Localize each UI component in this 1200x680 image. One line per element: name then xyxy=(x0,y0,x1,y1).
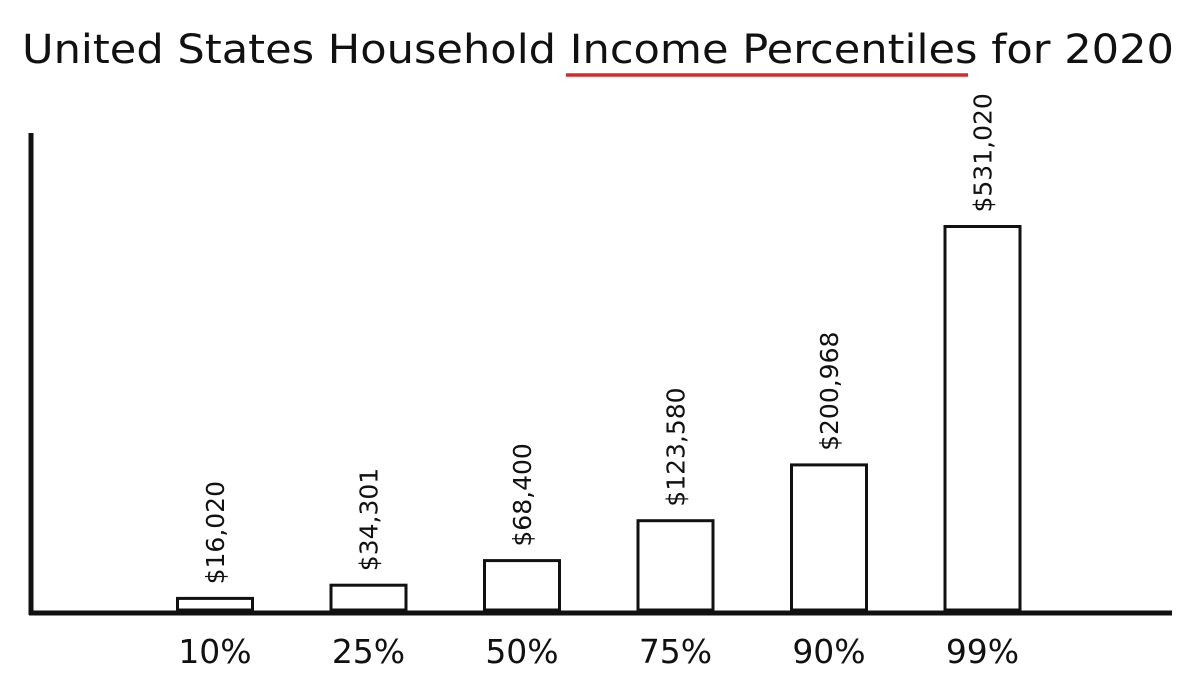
bar-50pct xyxy=(483,559,561,612)
x-tick-label-75pct: 75% xyxy=(639,632,712,671)
bars xyxy=(176,225,1022,612)
x-tick-label-25pct: 25% xyxy=(332,632,405,671)
data-label-50pct: $68,400 xyxy=(508,443,537,546)
axes xyxy=(28,133,1172,616)
data-label-10pct: $16,020 xyxy=(201,481,230,584)
title-part-before: United States Household xyxy=(22,27,570,73)
bar-10pct xyxy=(176,596,254,612)
x-tick-labels: 10% 25% 50% 75% 90% 99% xyxy=(178,632,1019,671)
bar-75pct xyxy=(636,519,715,612)
x-tick-label-10pct: 10% xyxy=(178,632,251,671)
chart-title-text: United States Household Income Percentil… xyxy=(22,27,1174,73)
x-tick-label-50pct: 50% xyxy=(485,632,558,671)
data-labels: $16,020 $34,301 $68,400 $123,580 $200,968 $53… xyxy=(201,93,997,584)
title-part-highlight: Income Percentiles xyxy=(570,27,978,73)
data-label-25pct: $34,301 xyxy=(355,468,384,571)
bar-90pct xyxy=(790,463,868,612)
bar-99pct xyxy=(943,225,1022,612)
data-label-99pct: $531,020 xyxy=(968,93,997,212)
x-tick-label-90pct: 90% xyxy=(792,632,865,671)
title-part-after: for 2020 xyxy=(977,27,1174,73)
x-tick-label-99pct: 99% xyxy=(946,632,1019,671)
data-label-75pct: $123,580 xyxy=(662,387,691,506)
chart-title: United States Household Income Percentil… xyxy=(22,27,1174,77)
bar-25pct xyxy=(329,583,408,612)
data-label-90pct: $200,968 xyxy=(815,332,844,451)
